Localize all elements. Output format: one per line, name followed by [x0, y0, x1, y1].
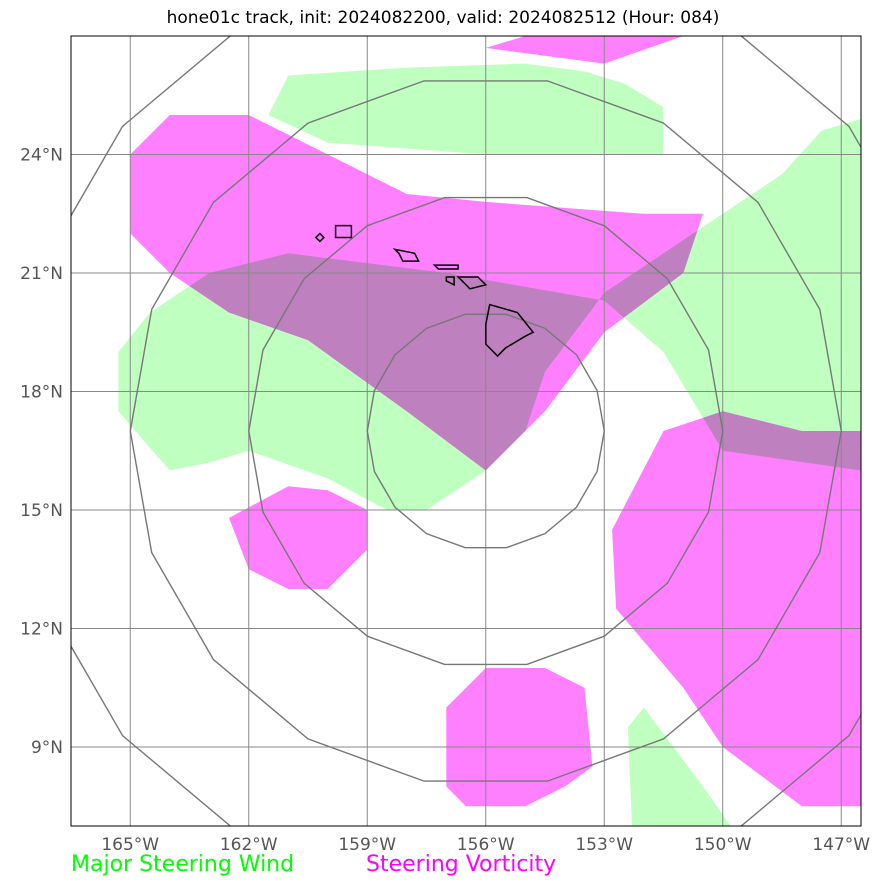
steering-vorticity-area-4: [446, 668, 593, 807]
island-molokai: [432, 264, 459, 270]
island-hawaii: [485, 303, 535, 358]
lat-tick-label: 15°N: [20, 501, 63, 521]
island-niihau: [314, 232, 325, 243]
lat-tick-label: 18°N: [20, 383, 63, 403]
steering-vorticity-area-0: [485, 36, 684, 64]
lon-tick-label: 156°W: [457, 835, 515, 855]
axis-tick-labels: 165°W 162°W 159°W 156°W 153°W 150°W 147°W 24°N 2…: [20, 146, 870, 856]
lon-tick-label: 150°W: [694, 835, 752, 855]
lon-tick-label: 165°W: [101, 835, 159, 855]
lat-tick-label: 24°N: [20, 146, 63, 166]
plot-title: hone01c track, init: 2024082200, valid: …: [166, 8, 720, 28]
lon-tick-label: 153°W: [575, 835, 633, 855]
range-rings: [71, 36, 861, 826]
lat-tick-label: 9°N: [31, 738, 63, 758]
lat-tick-label: 21°N: [20, 264, 63, 284]
lon-tick-label: 159°W: [338, 835, 396, 855]
island-lanai: [445, 276, 455, 287]
steering-wind-area-2: [627, 707, 731, 826]
island-outlines: [314, 224, 535, 358]
island-maui: [456, 276, 488, 290]
legend-major-steering-wind: Major Steering Wind: [71, 852, 295, 877]
range-ring: [366, 313, 606, 549]
lon-tick-label: 162°W: [220, 835, 278, 855]
plot-frame: [70, 35, 862, 827]
island-kauai: [334, 224, 353, 239]
lon-tick-label: 147°W: [812, 835, 870, 855]
range-ring: [129, 80, 843, 782]
range-ring: [248, 196, 724, 666]
island-oahu: [392, 248, 420, 262]
lat-tick-label: 12°N: [20, 620, 63, 640]
legend-steering-vorticity: Steering Vorticity: [366, 852, 557, 877]
